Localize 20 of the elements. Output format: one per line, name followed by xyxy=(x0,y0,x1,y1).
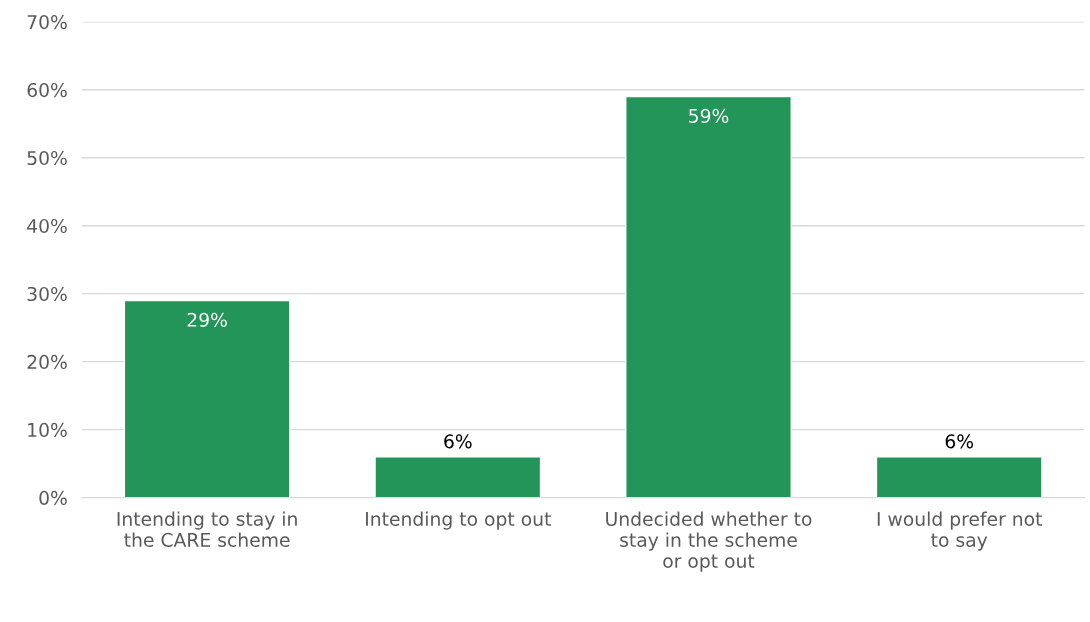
bar xyxy=(123,299,291,498)
bar xyxy=(875,456,1043,498)
bar xyxy=(374,456,542,498)
y-tick-label: 70% xyxy=(27,14,67,30)
data-label: 6% xyxy=(945,434,974,449)
bar xyxy=(625,95,792,498)
data-label: 59% xyxy=(689,108,729,123)
x-tick-label: Undecided whether to stay in the scheme or opt out xyxy=(606,511,812,572)
y-tick-label: 30% xyxy=(27,286,67,302)
y-tick-label: 0% xyxy=(39,490,67,505)
data-label: 6% xyxy=(444,434,472,449)
data-label: 29% xyxy=(187,312,227,327)
y-tick-label: 40% xyxy=(27,218,67,234)
x-tick-label: Intending to opt out xyxy=(366,511,551,530)
x-tick-label: Intending to stay in the CARE scheme xyxy=(117,511,297,547)
y-tick-label: 60% xyxy=(27,82,67,98)
y-tick-label: 50% xyxy=(27,150,67,166)
y-tick-label: 20% xyxy=(27,354,67,370)
y-tick-label: 10% xyxy=(28,422,67,438)
x-tick-label: I would prefer not to say xyxy=(877,511,1042,551)
